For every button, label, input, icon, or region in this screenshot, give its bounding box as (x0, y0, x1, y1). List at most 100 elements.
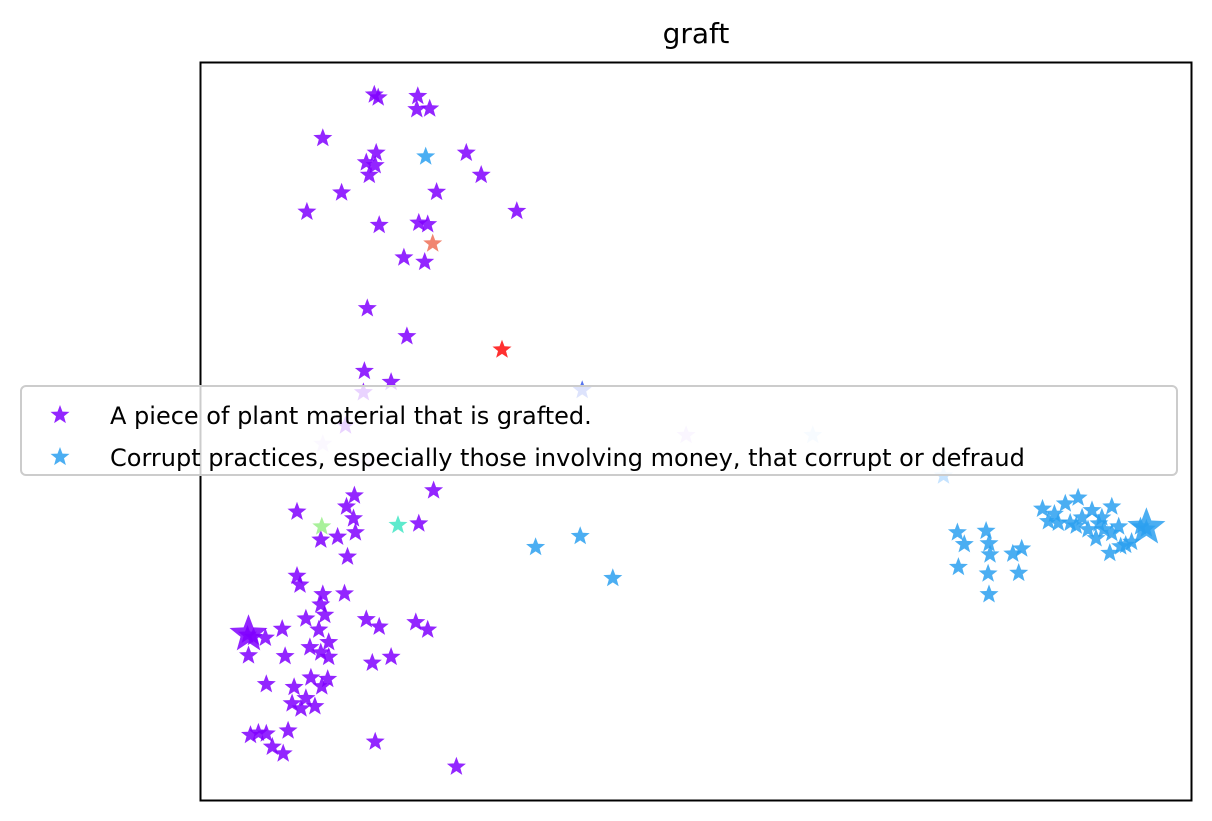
data-point-series-0 (282, 693, 302, 712)
data-point-series-0 (332, 182, 352, 201)
data-point-series-1 (1060, 512, 1080, 531)
data-point-series-1 (1078, 519, 1098, 538)
data-point-series-0 (456, 142, 476, 161)
data-point-series-1 (948, 557, 968, 576)
data-point-series-0 (366, 142, 386, 161)
data-point-series-0 (424, 480, 444, 499)
data-point-series-0 (262, 736, 282, 755)
legend: A piece of plant material that is grafte… (20, 385, 1178, 476)
data-point-series-0 (418, 214, 438, 233)
data-point-series-0 (369, 616, 389, 635)
data-point-series-1 (1102, 496, 1122, 515)
data-point-series-0 (319, 632, 339, 651)
legend-label-corrupt: Corrupt practices, especially those invo… (110, 444, 1025, 472)
data-point-series-1 (1089, 513, 1109, 532)
highlight-point-large (229, 614, 268, 651)
data-point-series-0 (313, 584, 333, 603)
data-point-series-1 (1044, 504, 1064, 523)
data-point-series-0 (309, 619, 329, 638)
data-point-series-0 (318, 669, 338, 688)
data-point-series-0 (240, 725, 261, 744)
data-point-series-1 (979, 533, 999, 552)
data-point-series-0 (362, 652, 382, 671)
data-point-series-0 (290, 574, 310, 593)
legend-label-plant: A piece of plant material that is grafte… (110, 402, 592, 430)
data-point-series-0 (356, 609, 376, 628)
data-point-series-1 (1094, 519, 1114, 538)
data-point-series-1 (1048, 512, 1068, 531)
data-point-series-1 (1102, 523, 1122, 542)
legend-entry-corrupt: Corrupt practices, especially those invo… (22, 439, 1176, 479)
data-point-series-1 (1100, 543, 1120, 562)
chart-title: graft (662, 17, 730, 50)
data-point-series-0 (357, 298, 377, 317)
data-point-series-1 (1092, 507, 1112, 526)
data-point-series-1 (1109, 516, 1129, 535)
data-point-series-1 (1082, 500, 1102, 519)
highlight-point (312, 516, 332, 535)
data-point-series-0 (365, 155, 385, 174)
highlight-point-large (1127, 507, 1166, 544)
data-point-series-0 (311, 642, 331, 661)
data-point-series-0 (273, 743, 293, 762)
data-point-series-1 (1066, 515, 1086, 534)
data-point-series-0 (284, 677, 304, 696)
data-point-series-0 (365, 731, 385, 750)
data-point-series-1 (1072, 507, 1092, 526)
data-point-series-0 (291, 698, 311, 717)
data-point-series-1 (526, 537, 546, 556)
data-point-series-1 (603, 568, 623, 587)
points-layer (229, 84, 1166, 775)
data-point-series-1 (1086, 528, 1106, 547)
data-point-series-0 (356, 152, 376, 171)
data-point-series-0 (278, 720, 298, 739)
highlight-point (423, 233, 443, 252)
legend-entry-plant: A piece of plant material that is grafte… (22, 397, 1176, 437)
data-point-series-0 (287, 501, 307, 520)
data-point-series-0 (364, 84, 384, 103)
data-point-series-0 (300, 637, 320, 656)
data-point-series-1 (1003, 543, 1023, 562)
data-point-series-0 (354, 361, 374, 380)
data-point-series-1 (1111, 536, 1131, 555)
data-point-series-1 (1009, 563, 1029, 582)
data-point-series-0 (334, 583, 355, 602)
data-point-series-0 (418, 619, 438, 638)
data-point-series-0 (406, 612, 426, 631)
data-point-series-0 (337, 546, 358, 565)
data-point-series-1 (1012, 538, 1032, 557)
star-marker-icon (50, 405, 70, 424)
data-point-series-0 (328, 526, 348, 545)
data-point-series-0 (312, 676, 332, 695)
data-point-series-1 (954, 534, 974, 553)
data-point-series-0 (313, 128, 333, 147)
data-point-series-0 (256, 723, 276, 742)
data-point-series-0 (311, 594, 331, 613)
data-point-series-0 (394, 247, 414, 266)
data-point-series-0 (420, 98, 440, 117)
data-point-series-0 (287, 566, 307, 585)
data-point-series-0 (344, 485, 364, 504)
data-point-series-0 (507, 201, 527, 220)
data-point-series-0 (369, 215, 389, 234)
data-point-series-1 (1032, 498, 1053, 517)
data-point-series-0 (381, 372, 401, 391)
data-point-series-0 (238, 645, 259, 664)
data-point-series-1 (1122, 532, 1142, 551)
data-point-series-0 (255, 627, 275, 646)
data-point-series-1 (976, 521, 996, 540)
highlight-point (492, 339, 512, 358)
data-point-series-0 (427, 182, 447, 201)
data-point-series-0 (301, 667, 321, 686)
data-point-series-0 (296, 688, 316, 707)
data-point-series-0 (315, 605, 335, 624)
data-point-series-0 (343, 508, 364, 527)
data-point-series-0 (336, 496, 357, 515)
data-point-series-1 (978, 563, 998, 582)
data-point-series-0 (409, 513, 429, 532)
data-point-series-0 (311, 529, 331, 548)
data-point-series-1 (979, 584, 999, 603)
data-point-series-0 (407, 99, 427, 118)
data-point-series-0 (415, 252, 435, 271)
